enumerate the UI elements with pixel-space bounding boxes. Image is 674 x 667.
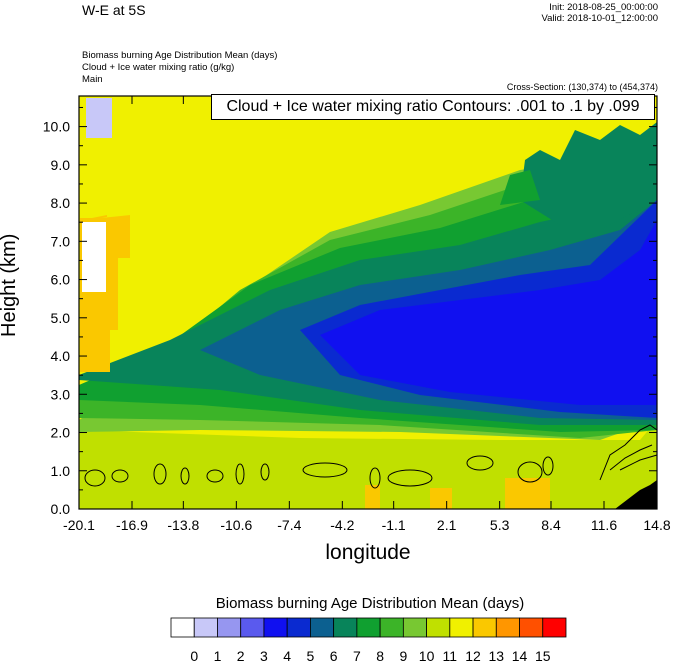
x-tick-label: -10.6	[220, 517, 252, 533]
x-tick-label: 2.1	[437, 517, 457, 533]
colorbar-swatch	[426, 617, 451, 638]
colorbar-label: 11	[443, 648, 458, 664]
field-label-main: Main	[82, 74, 103, 85]
colorbar-swatch	[193, 617, 218, 638]
y-tick-label: 7.0	[51, 233, 71, 249]
y-tick-label: 0.0	[51, 501, 71, 517]
colorbar-label: 9	[399, 648, 407, 664]
heatmap-field	[79, 96, 657, 509]
colorbar-label: 6	[330, 648, 338, 664]
colorbar-label: 13	[489, 648, 505, 664]
x-tick-label: -20.1	[63, 517, 95, 533]
colorbar-label: 3	[260, 648, 268, 664]
y-tick-label: 2.0	[51, 425, 71, 441]
x-tick-label: 8.4	[541, 517, 561, 533]
colorbar-swatch	[310, 617, 335, 638]
y-tick-label: 9.0	[51, 157, 71, 173]
colorbar-swatch	[356, 617, 381, 638]
colorbar-swatch	[263, 617, 288, 638]
colorbar: 0 1 2 3 4 5 6 7 8 9 10 11 12 13 14 15	[170, 617, 567, 664]
colorbar-swatch	[402, 617, 427, 638]
colorbar-swatch	[333, 617, 358, 638]
y-tick-label: 5.0	[51, 310, 71, 326]
y-tick-label: 4.0	[51, 348, 71, 364]
colorbar-label: 0	[190, 648, 198, 664]
field-label-age: Biomass burning Age Distribution Mean (d…	[82, 50, 278, 61]
colorbar-label: 14	[512, 648, 528, 664]
cloud-contours	[84, 424, 658, 489]
colorbar-label: 1	[214, 648, 222, 664]
colorbar-swatch	[472, 617, 497, 638]
x-tick-label: -13.8	[167, 517, 199, 533]
colorbar-label: 7	[353, 648, 361, 664]
x-tick-label: 11.6	[591, 517, 617, 533]
x-axis-title: longitude	[325, 541, 411, 564]
x-tick-label: -4.2	[330, 517, 354, 533]
valid-time: Valid: 2018-10-01_12:00:00	[541, 13, 658, 24]
y-tick-label: 1.0	[51, 463, 71, 479]
colorbar-swatch	[519, 617, 544, 638]
cross-section-label: Cross-Section: (130,374) to (454,374)	[506, 82, 658, 92]
x-tick-label: 5.3	[490, 517, 510, 533]
field-label-cloud-ice: Cloud + Ice water mixing ratio (g/kg)	[82, 62, 235, 73]
colorbar-swatch	[240, 617, 265, 638]
x-tick-label: -1.1	[382, 517, 406, 533]
colorbar-swatch	[170, 617, 195, 638]
colorbar-label: 15	[535, 648, 551, 664]
y-tick-label: 10.0	[43, 119, 70, 135]
y-axis-title: Height (km)	[0, 233, 20, 337]
axes: -20.1 -16.9 -13.8 -10.6 -7.4 -4.2 -1.1 2.1 5.3 8.…	[43, 96, 671, 533]
colorbar-swatch	[286, 617, 311, 638]
init-time: Init: 2018-08-25_00:00:00	[549, 2, 658, 13]
colorbar-swatch	[542, 617, 567, 638]
y-tick-label: 8.0	[51, 195, 71, 211]
colorbar-label: 10	[419, 648, 435, 664]
colorbar-swatch	[449, 617, 474, 638]
x-tick-label: -7.4	[277, 517, 301, 533]
colorbar-label: 12	[465, 648, 481, 664]
y-tick-label: 6.0	[51, 272, 71, 288]
plot-title: W-E at 5S	[82, 2, 146, 18]
x-tick-label: -16.9	[116, 517, 148, 533]
colorbar-label: 2	[237, 648, 245, 664]
colorbar-swatch	[495, 617, 520, 638]
contour-info-box: Cloud + Ice water mixing ratio Contours:…	[211, 94, 655, 120]
colorbar-swatch	[379, 617, 404, 638]
colorbar-label: 5	[307, 648, 315, 664]
colorbar-label: 8	[376, 648, 384, 664]
x-tick-label: 14.8	[643, 517, 670, 533]
colorbar-title: Biomass burning Age Distribution Mean (d…	[215, 595, 525, 612]
colorbar-label: 4	[283, 648, 291, 664]
colorbar-swatch	[217, 617, 242, 638]
y-tick-label: 3.0	[51, 386, 71, 402]
